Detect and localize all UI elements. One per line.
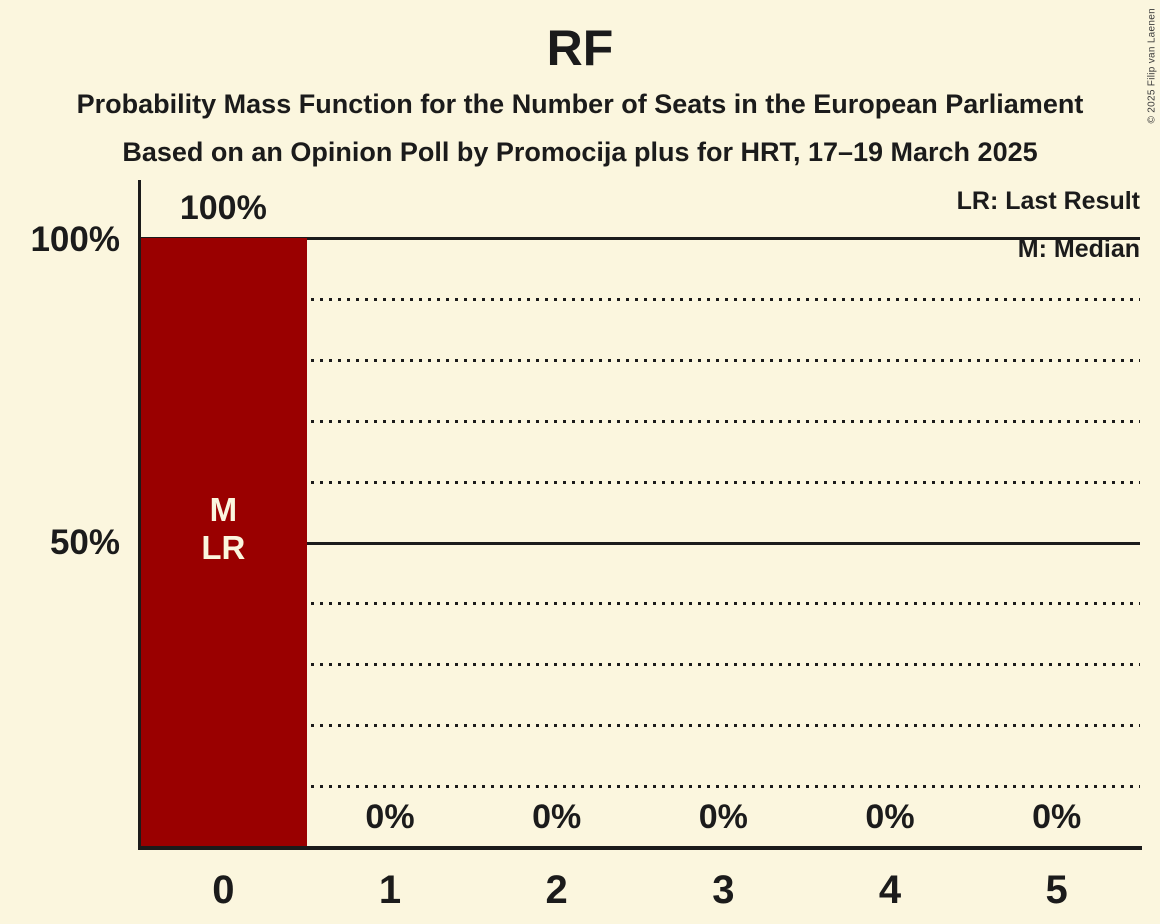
- bar-value-label-1: 0%: [365, 798, 415, 836]
- x-axis: [138, 846, 1142, 850]
- gridline-dotted-40: [140, 602, 1140, 606]
- chart-title: RF: [546, 20, 614, 76]
- gridline-dotted-90: [140, 297, 1140, 301]
- gridline-solid-100: [140, 237, 1140, 240]
- x-axis-label-0: 0: [212, 868, 235, 912]
- x-axis-label-3: 3: [712, 868, 735, 912]
- bar-value-label-2: 0%: [532, 798, 582, 836]
- gridline-dotted-80: [140, 358, 1140, 362]
- bar-value-label-4: 0%: [865, 798, 915, 836]
- chart-subtitle: Probability Mass Function for the Number…: [76, 89, 1084, 119]
- plot-area: 100% 0% 0% 0% 0% 0% M LR 0 1 2 3 4 5: [140, 180, 1140, 912]
- x-axis-label-1: 1: [378, 868, 402, 912]
- bar-value-label-3: 0%: [698, 798, 748, 836]
- gridline-dotted-10: [140, 785, 1140, 789]
- x-axis-label-4: 4: [878, 868, 902, 912]
- chart-source-line: Based on an Opinion Poll by Promocija pl…: [122, 137, 1038, 167]
- legend-last-result: LR: Last Result: [956, 187, 1140, 215]
- x-axis-label-5: 5: [1045, 868, 1068, 912]
- gridline-dotted-30: [140, 663, 1140, 667]
- bar-value-label-0: 100%: [179, 189, 267, 227]
- bar-annotation-median-lastresult: M LR: [201, 490, 246, 566]
- y-axis-tick-50: 50%: [49, 523, 120, 562]
- gridline-solid-50: [140, 541, 1140, 545]
- gridline-dotted-60: [140, 480, 1140, 484]
- bar-seats-0: [140, 238, 307, 847]
- y-axis-tick-100: 100%: [30, 220, 120, 259]
- x-axis-label-2: 2: [545, 868, 568, 912]
- gridline-dotted-70: [140, 419, 1140, 423]
- y-axis: [138, 180, 141, 850]
- legend-median: M: Median: [1017, 235, 1140, 263]
- gridline-dotted-20: [140, 724, 1140, 728]
- bar-value-label-5: 0%: [1032, 798, 1082, 836]
